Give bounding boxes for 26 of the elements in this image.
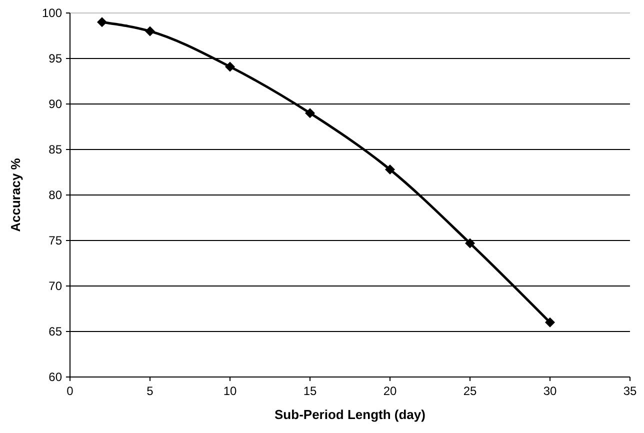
y-tick-label: 90 xyxy=(48,97,62,112)
y-tick-label: 85 xyxy=(48,142,62,157)
y-tick-label: 70 xyxy=(48,279,62,294)
x-tick-label: 35 xyxy=(623,384,637,398)
point xyxy=(305,108,315,118)
x-tick-label: 10 xyxy=(223,384,237,398)
point xyxy=(465,238,475,248)
x-tick-label: 0 xyxy=(66,384,74,398)
y-tick-label: 95 xyxy=(48,52,62,66)
x-tick-label: 30 xyxy=(543,384,557,398)
point xyxy=(545,317,555,328)
point xyxy=(225,62,235,72)
point xyxy=(97,17,107,28)
y-tick-label: 60 xyxy=(48,370,62,384)
x-axis-title: Sub-Period Length (day) xyxy=(274,407,426,422)
y-tick-label: 65 xyxy=(48,324,62,339)
y-tick-label: 75 xyxy=(48,234,62,248)
point xyxy=(385,164,395,175)
y-axis-title: Accuracy % xyxy=(8,158,23,232)
y-tick-label: 80 xyxy=(48,188,62,202)
point xyxy=(145,26,155,36)
x-tick-label: 15 xyxy=(303,384,317,398)
x-tick-label: 25 xyxy=(463,384,477,398)
y-tick-label: 100 xyxy=(42,6,62,20)
x-tick-label: 20 xyxy=(383,384,397,398)
x-tick-label: 5 xyxy=(146,384,154,398)
